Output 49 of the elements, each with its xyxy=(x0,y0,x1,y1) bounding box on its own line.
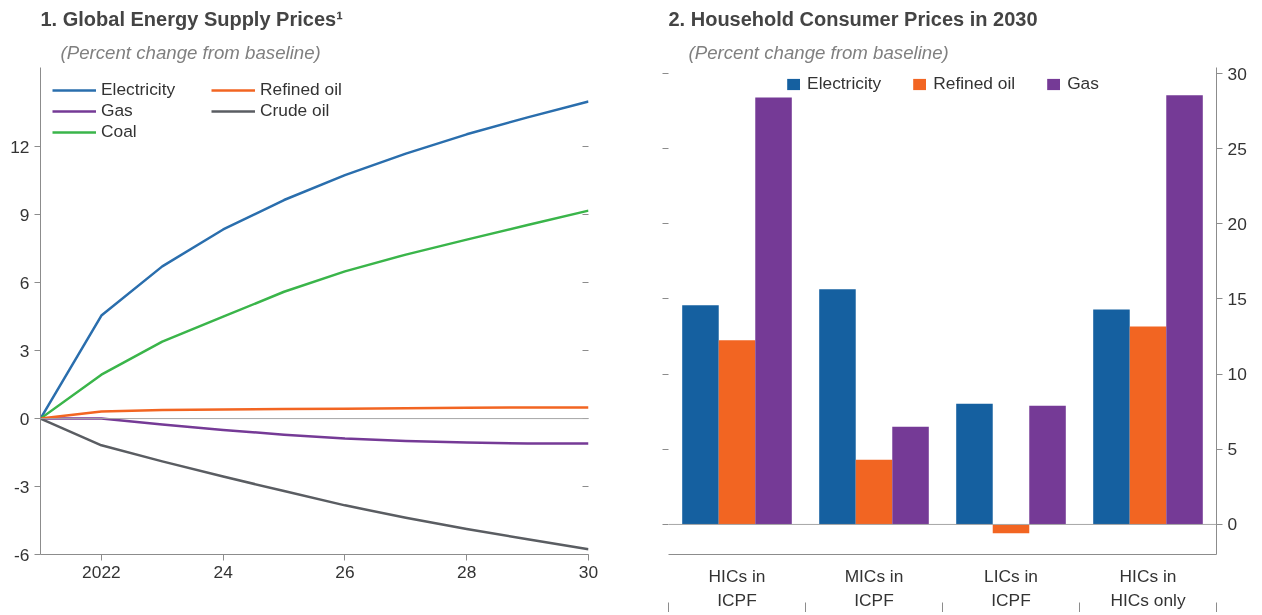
legend-label: Gas xyxy=(101,100,134,121)
bar xyxy=(956,403,993,525)
legend-label: Gas xyxy=(1067,73,1099,94)
x-tick-label: 2022 xyxy=(82,561,121,582)
y-tick-label: 12 xyxy=(10,136,30,157)
bar xyxy=(1129,326,1167,525)
y-tick-label: 0 xyxy=(19,408,30,429)
bar xyxy=(819,289,856,525)
y-tick-label: 6 xyxy=(19,272,30,293)
legend-label: Coal xyxy=(101,121,138,142)
chart-subtitle: (Percent change from baseline) xyxy=(60,41,321,63)
y2-tick-label: 10 xyxy=(1227,364,1247,385)
y-tick-label: 9 xyxy=(19,204,30,225)
legend-label: Refined oil xyxy=(933,73,1016,94)
y2-tick-label: 30 xyxy=(1227,63,1247,84)
legend-label: Electricity xyxy=(101,79,177,100)
x-tick-label: 28 xyxy=(457,561,477,582)
x-tick-label: LICs in ICPF xyxy=(984,565,1038,610)
bar xyxy=(1166,95,1203,525)
x-tick-label: HICs in ICPF xyxy=(708,565,766,610)
legend-label: Electricity xyxy=(807,73,882,94)
y-tick-label: -6 xyxy=(14,544,30,565)
y2-tick-label: 15 xyxy=(1227,288,1247,309)
chart-title: 1. Global Energy Supply Prices¹ xyxy=(40,7,344,30)
x-tick-label: 24 xyxy=(213,561,234,582)
y2-tick-label: 0 xyxy=(1227,514,1238,535)
bar xyxy=(1029,405,1066,525)
bar xyxy=(892,426,929,525)
x-tick-label: 30 xyxy=(578,561,599,582)
bar xyxy=(855,459,893,525)
bar xyxy=(755,97,792,525)
y2-tick-label: 5 xyxy=(1227,439,1238,460)
y-tick-label: 3 xyxy=(19,340,30,361)
bar xyxy=(718,340,756,525)
y2-tick-label: 25 xyxy=(1227,138,1247,159)
y-tick-label: -3 xyxy=(14,476,30,497)
x-tick-label: 26 xyxy=(335,561,355,582)
legend-label: Crude oil xyxy=(260,100,331,121)
x-tick-label: MICs in ICPF xyxy=(844,565,904,610)
bar xyxy=(1093,309,1130,525)
legend-label: Refined oil xyxy=(260,79,343,100)
chart-title: 2. Household Consumer Prices in 2030 xyxy=(668,7,1038,30)
line-series xyxy=(40,417,589,551)
bar xyxy=(682,305,719,525)
x-tick-label: HICs in HICs only xyxy=(1110,565,1186,610)
line-series xyxy=(40,209,589,420)
chart-subtitle: (Percent change from baseline) xyxy=(688,41,949,63)
line-series xyxy=(40,406,589,420)
y2-tick-label: 20 xyxy=(1227,213,1247,234)
